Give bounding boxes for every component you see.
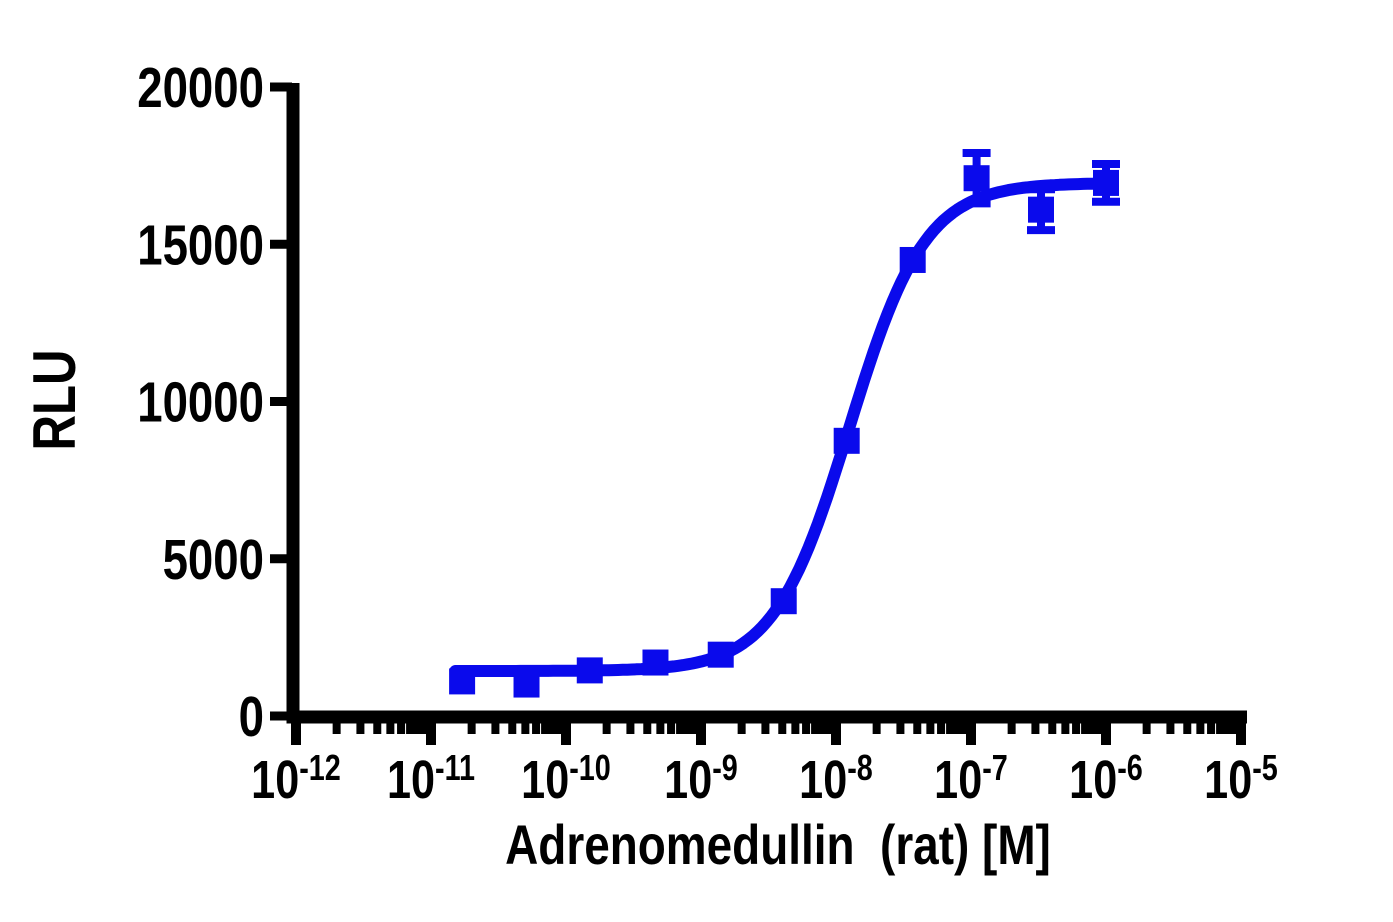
data-point-marker [513, 671, 540, 698]
x-tick-label: 10-8 [799, 747, 873, 810]
data-point-marker [707, 641, 734, 668]
y-tick-label: 5000 [163, 527, 264, 591]
data-point-marker [642, 649, 669, 676]
data-point-marker [770, 588, 797, 615]
x-tick-label: 10-5 [1204, 747, 1278, 810]
data-point-marker [576, 657, 603, 684]
x-tick-label: 10-7 [934, 747, 1008, 810]
x-tick-label: 10-11 [387, 747, 475, 810]
x-tick-label: 10-10 [521, 747, 611, 810]
data-point-marker [899, 246, 926, 273]
y-tick-label: 15000 [137, 212, 264, 276]
x-tick-label: 10-12 [251, 747, 341, 810]
y-axis-title: RLU [20, 349, 88, 450]
x-tick-label: 10-9 [664, 747, 738, 810]
data-point-marker [833, 427, 860, 454]
x-tick-label: 10-6 [1069, 747, 1143, 810]
y-tick-label: 20000 [137, 55, 264, 119]
data-point-marker [1093, 169, 1119, 196]
y-tick-label: 10000 [137, 370, 264, 434]
data-point-marker [963, 165, 990, 192]
x-axis-title: Adrenomedullin (rat) [M] [505, 814, 1051, 876]
data-point-marker [1027, 196, 1054, 223]
data-point-marker [449, 668, 476, 695]
y-tick-label: 0 [239, 684, 264, 748]
plot-content: 0 5000 10000 15000 20000 10-12 10-11 10-10 10-9 1… [137, 55, 1278, 810]
